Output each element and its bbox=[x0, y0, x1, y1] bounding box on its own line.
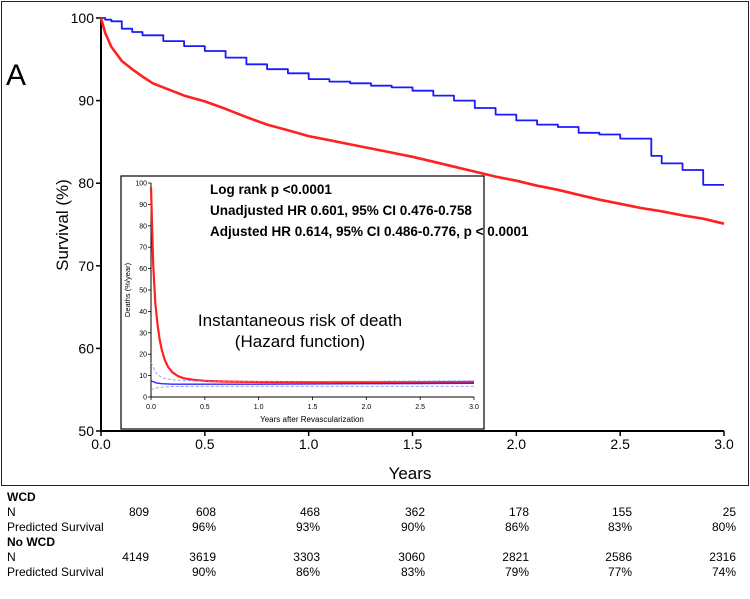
series-line-no-wcd bbox=[99, 17, 725, 225]
x-tick-label: 0.0 bbox=[91, 436, 111, 452]
table-cell: 468 bbox=[299, 505, 320, 519]
inset-title-line-2: (Hazard function) bbox=[235, 332, 365, 351]
table-cell: 809 bbox=[128, 505, 149, 519]
table-cell: 86% bbox=[295, 565, 320, 579]
figure-border bbox=[1, 1, 749, 486]
inset-y-axis-label: Deaths (%/year) bbox=[123, 262, 132, 317]
x-tick-label: 3.0 bbox=[714, 436, 734, 452]
table-cell: 79% bbox=[504, 565, 529, 579]
y-tick-label: 80 bbox=[78, 175, 94, 191]
row-label: Predicted Survival bbox=[7, 520, 104, 534]
table-row: Predicted Survival 96% 93% 90% 86% 83% 80% bbox=[0, 520, 750, 535]
inset-x-tick-label: 1.0 bbox=[254, 404, 264, 411]
inset-stat-line-2: Unadjusted HR 0.601, 95% CI 0.476-0.758 bbox=[210, 203, 472, 218]
table-cell: 90% bbox=[400, 520, 425, 534]
inset-series-no-wcd-hazard bbox=[149, 187, 475, 384]
inset-stat-line-3: Adjusted HR 0.614, 95% CI 0.486-0.776, p… bbox=[210, 224, 529, 239]
table-cell: 90% bbox=[191, 565, 216, 579]
table-cell: 96% bbox=[191, 520, 216, 534]
inset-x-tick-label: 0.5 bbox=[200, 404, 210, 411]
table-cell: 83% bbox=[607, 520, 632, 534]
table-cell: 86% bbox=[504, 520, 529, 534]
series-line-wcd bbox=[101, 17, 724, 186]
table-cell: 74% bbox=[711, 565, 736, 579]
table-row: N 4149 3619 3303 3060 2821 2586 2316 bbox=[0, 550, 750, 565]
inset-y-tick-label: 100 bbox=[135, 181, 147, 188]
table-cell: 80% bbox=[711, 520, 736, 534]
row-label: N bbox=[7, 550, 16, 564]
table-cell: 362 bbox=[404, 505, 425, 519]
x-tick-label: 1.5 bbox=[403, 436, 423, 452]
y-tick-label: 90 bbox=[78, 93, 94, 109]
table-row: Predicted Survival 90% 86% 83% 79% 77% 74% bbox=[0, 565, 750, 580]
row-label: N bbox=[7, 505, 16, 519]
inset-x-tick-label: 1.5 bbox=[308, 404, 318, 411]
hazard-inset: 0.0 0.5 1.0 1.5 2.0 2.5 3.0 0 10 20 30 40 50 60 70 80 90… bbox=[120, 175, 529, 430]
inset-x-tick-label: 2.0 bbox=[361, 404, 371, 411]
inset-x-axis-label: Years after Revascularization bbox=[260, 415, 364, 424]
row-label: Predicted Survival bbox=[7, 565, 104, 579]
x-tick-label: 0.5 bbox=[195, 436, 215, 452]
group-name-no-wcd: No WCD bbox=[7, 535, 55, 549]
inset-y-tick-label: 0 bbox=[143, 395, 147, 402]
table-cell: 2821 bbox=[502, 550, 529, 564]
inset-y-tick-label: 80 bbox=[139, 223, 147, 230]
inset-stat-line-1: Log rank p <0.0001 bbox=[210, 182, 332, 197]
x-tick-label: 2.5 bbox=[610, 436, 630, 452]
inset-y-tick-label: 50 bbox=[139, 288, 147, 295]
inset-hazard-curves bbox=[149, 187, 475, 390]
group-name-wcd: WCD bbox=[7, 490, 36, 504]
table-cell: 3619 bbox=[189, 550, 216, 564]
inset-title-line-1: Instantaneous risk of death bbox=[198, 311, 402, 330]
table-cell: 155 bbox=[611, 505, 632, 519]
table-cell: 608 bbox=[195, 505, 216, 519]
main-y-axis-label: Survival (%) bbox=[53, 179, 72, 271]
table-cell: 2586 bbox=[605, 550, 632, 564]
inset-y-tick-label: 60 bbox=[139, 266, 147, 273]
table-cell: 93% bbox=[295, 520, 320, 534]
main-survival-curves bbox=[99, 17, 725, 225]
y-tick-label: 60 bbox=[78, 340, 94, 356]
main-x-axis-label: Years bbox=[389, 464, 432, 483]
table-cell: 2316 bbox=[709, 550, 736, 564]
table-cell: 77% bbox=[607, 565, 632, 579]
inset-y-tick-label: 40 bbox=[139, 309, 147, 316]
inset-y-tick-label: 20 bbox=[139, 352, 147, 359]
inset-series-wcd-hazard bbox=[150, 380, 475, 385]
table-cell: 3060 bbox=[398, 550, 425, 564]
x-tick-label: 1.0 bbox=[299, 436, 319, 452]
table-cell: 83% bbox=[400, 565, 425, 579]
inset-y-tick-label: 90 bbox=[139, 202, 147, 209]
y-tick-label: 50 bbox=[78, 423, 94, 439]
table-cell: 25 bbox=[722, 505, 736, 519]
table-row: No WCD bbox=[0, 535, 750, 550]
inset-y-tick-label: 10 bbox=[139, 373, 147, 380]
panel-label: A bbox=[6, 59, 26, 92]
y-tick-label: 100 bbox=[71, 10, 95, 26]
inset-x-tick-label: 2.5 bbox=[415, 404, 425, 411]
inset-series-wcd-confidence-band bbox=[150, 362, 475, 382]
risk-table: WCD N 809 608 468 362 178 155 25 Predicted Sur… bbox=[0, 490, 750, 580]
table-row: N 809 608 468 362 178 155 25 bbox=[0, 505, 750, 520]
inset-y-tick-label: 70 bbox=[139, 245, 147, 252]
inset-x-tick-label: 0.0 bbox=[146, 404, 156, 411]
table-cell: 4149 bbox=[122, 550, 149, 564]
inset-series-wcd-confidence-band-lower bbox=[150, 385, 474, 390]
inset-y-tick-label: 30 bbox=[139, 330, 147, 337]
y-tick-label: 70 bbox=[78, 258, 94, 274]
table-row: WCD bbox=[0, 490, 750, 505]
table-cell: 178 bbox=[508, 505, 529, 519]
inset-x-tick-label: 3.0 bbox=[469, 404, 479, 411]
inset-axis-ticks: 0.0 0.5 1.0 1.5 2.0 2.5 3.0 0 10 20 30 40 50 60 70 80 90… bbox=[135, 181, 479, 412]
table-cell: 3303 bbox=[293, 550, 320, 564]
x-tick-label: 2.0 bbox=[507, 436, 527, 452]
